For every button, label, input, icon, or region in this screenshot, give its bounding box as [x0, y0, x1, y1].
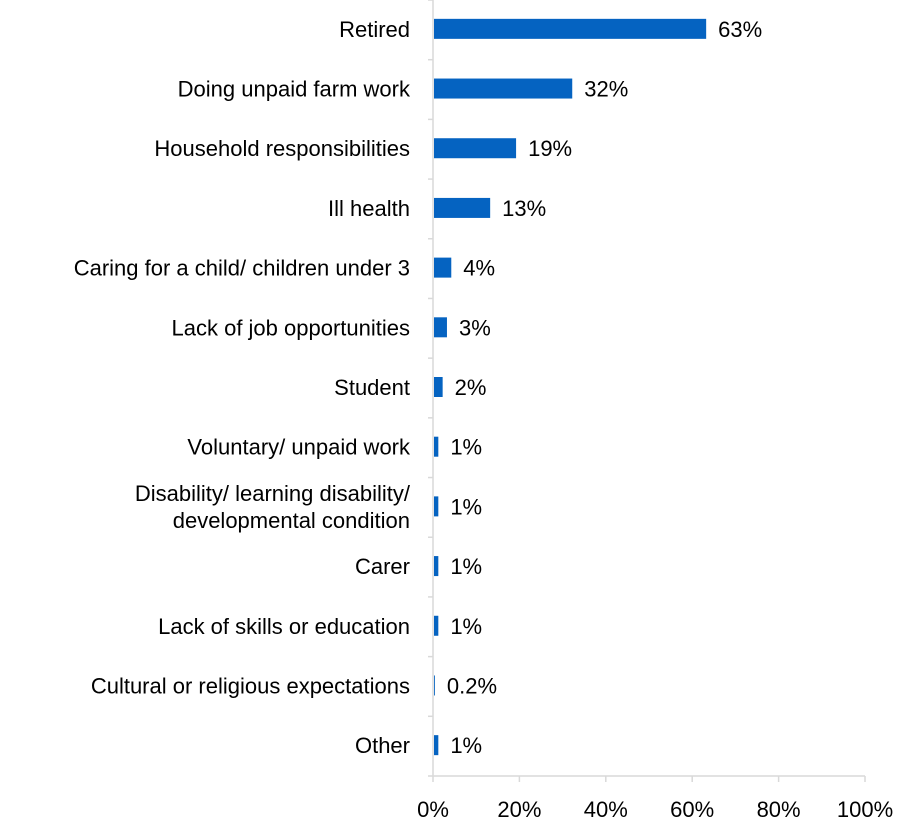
data-label: 2% — [455, 375, 487, 400]
bar — [434, 556, 439, 577]
category-label: Lack of job opportunities — [172, 315, 411, 340]
x-tick-label: 60% — [670, 797, 714, 822]
bar — [434, 675, 435, 696]
category-label: Ill health — [328, 196, 410, 221]
bar — [434, 257, 452, 278]
x-tick-label: 40% — [584, 797, 628, 822]
category-label: Voluntary/ unpaid work — [187, 435, 411, 460]
data-label: 3% — [459, 315, 491, 340]
category-label: Retired — [339, 17, 410, 42]
bars-group — [434, 18, 707, 756]
category-label: Household responsibilities — [154, 136, 410, 161]
bar — [434, 496, 439, 517]
value-labels: 63% 32% 19% 13% 4% 3% 2% 1% 1% 1% 1% 0.2% 1% — [447, 17, 762, 758]
data-label: 32% — [584, 77, 628, 102]
axes: 0% 20% 40% 60% 80% 100% — [417, 0, 893, 822]
category-label: Doing unpaid farm work — [178, 77, 411, 102]
data-label: 4% — [463, 256, 495, 281]
x-tick-label: 0% — [417, 797, 449, 822]
category-label: Other — [355, 733, 410, 758]
category-label: Student — [334, 375, 410, 400]
data-label: 1% — [450, 733, 482, 758]
data-label: 0.2% — [447, 673, 497, 698]
bar — [434, 138, 517, 159]
bar — [434, 735, 439, 756]
bar — [434, 18, 707, 39]
data-label: 13% — [502, 196, 546, 221]
category-label: Cultural or religious expectations — [91, 673, 410, 698]
bar — [434, 436, 439, 457]
data-label: 63% — [718, 17, 762, 42]
bar — [434, 377, 443, 397]
data-label: 1% — [450, 554, 482, 579]
x-tick-label: 100% — [837, 797, 893, 822]
bar — [434, 78, 573, 99]
category-labels: Retired Doing unpaid farm work Household r… — [74, 17, 411, 758]
bar — [434, 197, 491, 218]
category-label: Carer — [355, 554, 410, 579]
category-label: Disability/ learning disability/ — [135, 481, 411, 506]
category-label: developmental condition — [173, 508, 410, 533]
data-label: 1% — [450, 435, 482, 460]
data-label: 19% — [528, 136, 572, 161]
category-label: Caring for a child/ children under 3 — [74, 256, 410, 281]
category-label: Lack of skills or education — [158, 614, 410, 639]
data-label: 1% — [450, 614, 482, 639]
x-tick-label: 20% — [497, 797, 541, 822]
bar — [434, 317, 447, 338]
bar — [434, 615, 439, 636]
x-tick-label: 80% — [757, 797, 801, 822]
data-label: 1% — [450, 494, 482, 519]
